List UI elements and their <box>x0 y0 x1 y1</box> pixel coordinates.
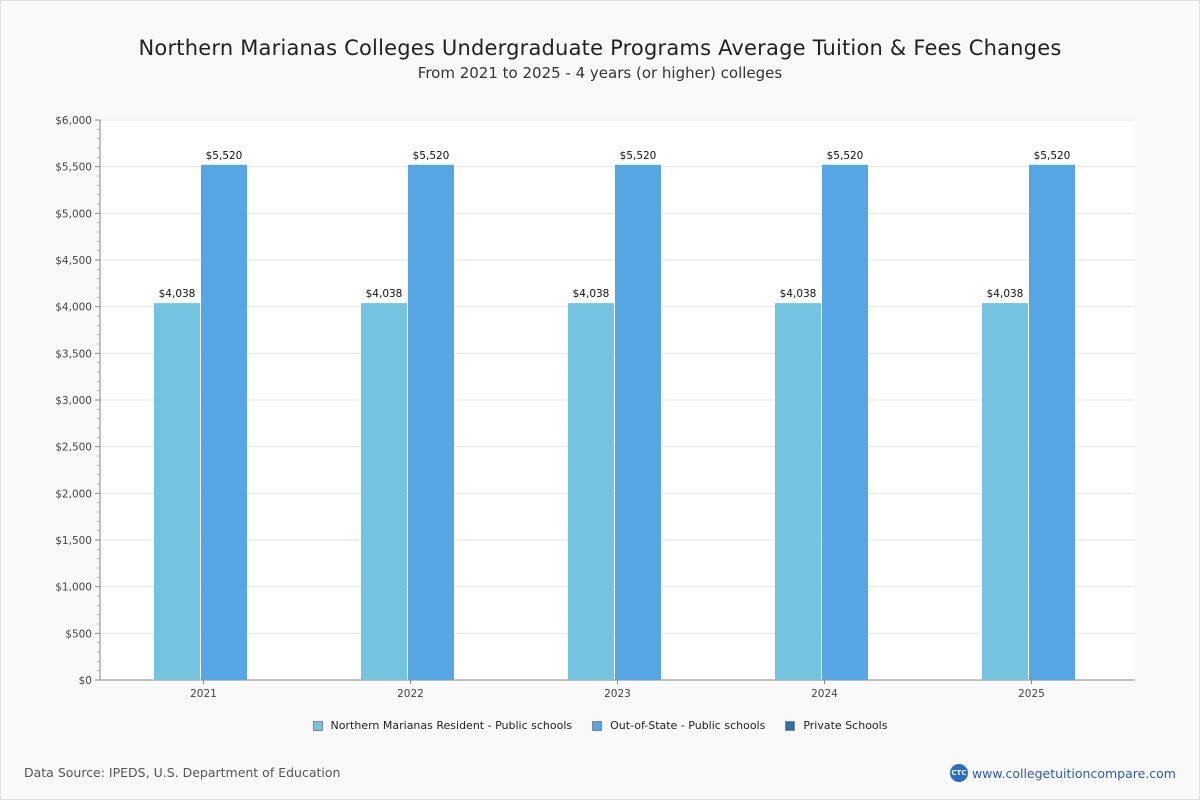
bar-value-label: $4,038 <box>780 288 817 300</box>
x-tick-label: 2025 <box>1018 688 1045 700</box>
y-tick-label: $0 <box>79 675 92 687</box>
y-tick-label: $3,000 <box>55 395 92 407</box>
chart-legend: Northern Marianas Resident - Public scho… <box>0 719 1200 732</box>
bar <box>408 164 454 681</box>
bar-value-label: $5,520 <box>1034 150 1071 162</box>
data-source-note: Data Source: IPEDS, U.S. Department of E… <box>24 765 341 780</box>
y-tick-label: $5,500 <box>55 162 92 174</box>
bar-value-label: $4,038 <box>573 288 610 300</box>
y-tick-label: $6,000 <box>55 115 92 127</box>
bar <box>361 303 407 680</box>
x-tick-label: 2022 <box>397 688 424 700</box>
bar-value-label: $4,038 <box>159 288 196 300</box>
legend-item[interactable]: Northern Marianas Resident - Public scho… <box>312 719 573 732</box>
legend-swatch <box>592 720 603 731</box>
bar-value-label: $5,520 <box>827 150 864 162</box>
y-tick-label: $1,500 <box>55 535 92 547</box>
brand-url: www.collegetuitioncompare.com <box>971 765 1176 781</box>
bar <box>201 164 247 681</box>
y-tick-label: $3,500 <box>55 348 92 360</box>
y-tick-label: $2,500 <box>55 442 92 454</box>
bar-value-label: $4,038 <box>366 288 403 300</box>
bar-value-label: $5,520 <box>620 150 657 162</box>
x-tick-label: 2021 <box>190 688 217 700</box>
bar <box>982 303 1028 680</box>
brand-link[interactable]: CTC www.collegetuitioncompare.com <box>949 764 1176 782</box>
x-tick-label: 2024 <box>811 688 838 700</box>
y-tick-label: $5,000 <box>55 208 92 220</box>
bar <box>775 303 821 680</box>
y-tick-label: $4,000 <box>55 302 92 314</box>
y-tick-label: $4,500 <box>55 255 92 267</box>
legend-swatch <box>785 720 796 731</box>
bar-value-label: $5,520 <box>206 150 243 162</box>
legend-label: Out-of-State - Public schools <box>610 719 766 732</box>
chart-title: Northern Marianas Colleges Undergraduate… <box>138 36 1062 60</box>
brand-logo-icon: CTC <box>949 764 968 782</box>
y-tick-label: $500 <box>65 628 92 640</box>
legend-swatch <box>312 720 323 731</box>
legend-label: Private Schools <box>803 719 888 732</box>
legend-label: Northern Marianas Resident - Public scho… <box>330 719 573 732</box>
legend-item[interactable]: Private Schools <box>785 719 887 732</box>
bar <box>154 303 200 680</box>
y-tick-label: $2,000 <box>55 488 92 500</box>
bar-value-label: $4,038 <box>987 288 1024 300</box>
bar <box>1029 164 1075 681</box>
legend-item[interactable]: Out-of-State - Public schools <box>592 719 765 732</box>
x-tick-label: 2023 <box>604 688 631 700</box>
chart-subtitle: From 2021 to 2025 - 4 years (or higher) … <box>417 64 783 82</box>
bar <box>615 164 661 681</box>
bar <box>568 303 614 680</box>
bar-value-label: $5,520 <box>413 150 450 162</box>
bar <box>822 164 868 681</box>
y-tick-label: $1,000 <box>55 582 92 594</box>
